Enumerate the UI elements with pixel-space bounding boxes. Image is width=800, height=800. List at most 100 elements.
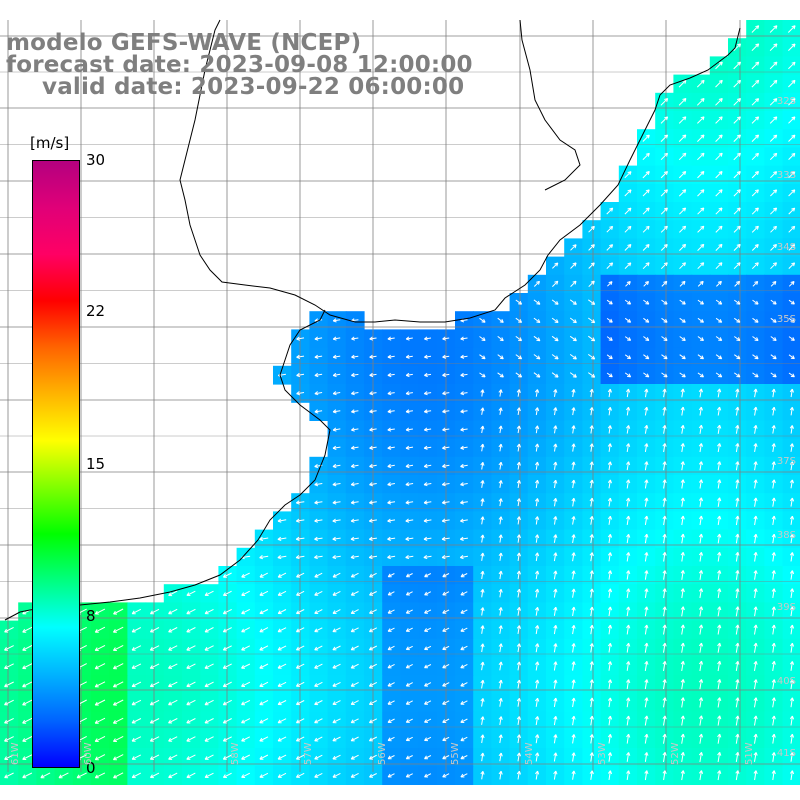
wind-arrow <box>516 407 521 415</box>
wind-arrow <box>222 718 232 724</box>
wind-arrow <box>735 770 740 781</box>
lon-label: 60W <box>83 742 94 765</box>
colorbar-tick-22: 22 <box>86 302 106 320</box>
wind-arrow <box>479 372 486 378</box>
wind-arrow <box>314 536 323 541</box>
wind-arrow <box>186 699 196 706</box>
wind-arrow <box>571 570 576 580</box>
wind-arrow <box>497 317 504 323</box>
wind-arrow <box>771 570 776 580</box>
wind-arrow <box>535 498 540 507</box>
wind-arrow <box>571 407 576 416</box>
wind-arrow <box>480 389 485 397</box>
wind-arrow <box>314 518 323 523</box>
wind-arrow <box>369 754 377 760</box>
wind-arrow <box>351 336 359 341</box>
wind-arrow <box>441 500 450 505</box>
wind-arrow <box>387 409 395 414</box>
wind-arrow <box>350 700 359 705</box>
wind-arrow <box>423 463 432 469</box>
wind-arrow <box>295 663 305 669</box>
wind-arrow <box>660 262 668 270</box>
wind-arrow <box>442 609 450 614</box>
wind-arrow <box>442 627 450 632</box>
wind-arrow <box>314 372 323 378</box>
wind-arrow <box>94 681 106 688</box>
wind-arrow <box>551 299 559 305</box>
wind-arrow <box>644 660 649 671</box>
wind-arrow <box>698 770 704 781</box>
wind-arrow <box>460 518 468 523</box>
wind-arrow <box>588 317 596 324</box>
wind-arrow <box>717 388 722 398</box>
wind-arrow <box>662 388 667 398</box>
wind-arrow <box>644 642 649 653</box>
wind-arrow <box>679 372 686 378</box>
wind-arrow <box>222 608 232 615</box>
wind-arrow <box>498 389 503 397</box>
wind-arrow <box>715 225 723 233</box>
wind-arrow <box>94 608 106 615</box>
wind-arrow <box>624 189 632 197</box>
wind-arrow <box>259 645 269 651</box>
wind-arrow <box>131 754 142 760</box>
wind-arrow <box>368 536 377 541</box>
wind-arrow <box>498 625 503 634</box>
wind-arrow <box>789 515 795 525</box>
wind-arrow <box>589 697 594 708</box>
wind-arrow <box>553 734 558 744</box>
wind-arrow <box>644 533 649 544</box>
wind-arrow <box>571 534 576 543</box>
wind-arrow <box>553 624 558 635</box>
wind-arrow <box>789 642 795 653</box>
wind-arrow <box>314 754 323 760</box>
wind-arrow <box>480 588 485 598</box>
wind-arrow <box>442 755 450 760</box>
wind-arrow <box>789 461 794 471</box>
wind-arrow <box>442 773 450 778</box>
wind-arrow <box>332 336 341 341</box>
wind-arrow <box>535 661 540 671</box>
wind-arrow <box>351 427 359 432</box>
wind-arrow <box>624 207 632 215</box>
wind-arrow <box>533 354 541 360</box>
wind-arrow <box>680 461 685 471</box>
wind-arrow <box>149 663 160 669</box>
wind-arrow <box>405 391 413 396</box>
wind-arrow <box>553 679 558 689</box>
wind-arrow <box>423 555 432 560</box>
wind-arrow <box>642 244 650 251</box>
wind-arrow <box>351 391 359 396</box>
wind-arrow <box>697 317 704 323</box>
wind-arrow <box>498 552 503 561</box>
wind-arrow <box>186 718 196 724</box>
wind-arrow <box>480 752 485 762</box>
wind-arrow <box>607 479 612 489</box>
wind-arrow <box>624 171 632 179</box>
wind-arrow <box>332 663 341 669</box>
wind-arrow <box>788 354 795 360</box>
wind-arrow <box>680 588 685 599</box>
wind-arrow <box>22 754 33 760</box>
wind-arrow <box>515 372 523 378</box>
wind-arrow <box>516 461 521 470</box>
wind-arrow <box>607 443 612 452</box>
wind-arrow <box>679 299 686 305</box>
wind-arrow <box>769 152 778 161</box>
wind-arrow <box>770 225 777 233</box>
wind-arrow <box>516 479 521 488</box>
wind-arrow <box>698 697 704 708</box>
lat-label: 41S <box>776 748 796 759</box>
wind-arrow <box>770 207 778 215</box>
wind-arrow <box>662 570 667 580</box>
wind-arrow <box>753 533 758 544</box>
wind-arrow <box>624 317 632 323</box>
model-title: modelo GEFS-WAVE (NCEP) <box>6 30 362 56</box>
wind-arrow <box>405 645 413 651</box>
wind-arrow <box>387 336 395 341</box>
wind-arrow <box>241 718 251 724</box>
wind-arrow <box>332 536 341 541</box>
wind-arrow <box>535 625 540 635</box>
